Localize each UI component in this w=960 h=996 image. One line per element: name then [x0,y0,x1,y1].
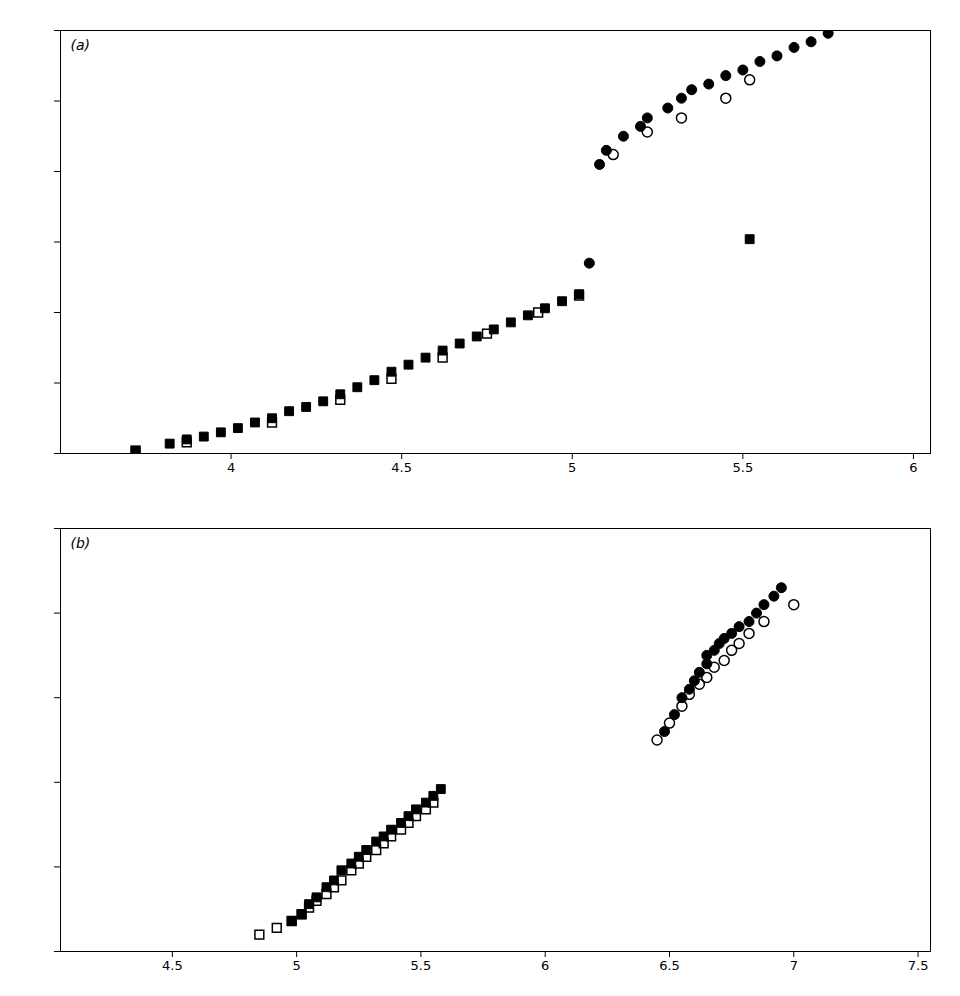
svg-text:6: 6 [909,460,917,475]
svg-text:5.5: 5.5 [411,958,432,973]
svg-text:(b): (b) [71,535,91,551]
svg-text:7.5: 7.5 [908,958,929,973]
svg-text:5.5: 5.5 [733,460,754,475]
svg-text:4.5: 4.5 [162,958,183,973]
svg-text:5: 5 [568,460,576,475]
svg-text:5: 5 [293,958,301,973]
svg-text:(a): (a) [71,37,91,53]
svg-text:4: 4 [227,460,235,475]
svg-text:6: 6 [541,958,549,973]
svg-text:4.5: 4.5 [391,460,412,475]
svg-text:7: 7 [790,958,798,973]
svg-text:6.5: 6.5 [659,958,680,973]
